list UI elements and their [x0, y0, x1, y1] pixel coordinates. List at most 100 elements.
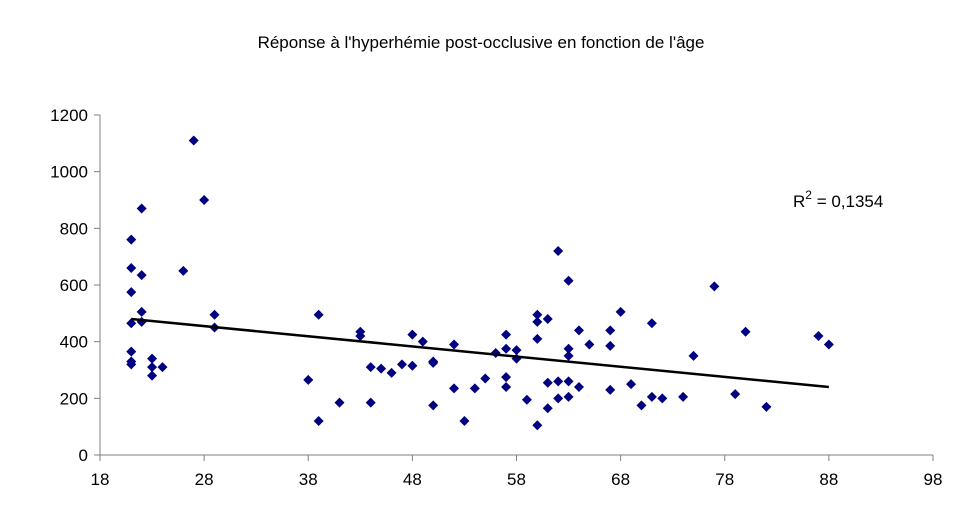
point	[480, 373, 491, 384]
point	[136, 306, 147, 317]
point	[147, 370, 158, 381]
point	[428, 357, 439, 368]
point	[542, 314, 553, 324]
point	[365, 397, 376, 408]
y-tick-label: 200	[60, 389, 88, 408]
point	[157, 362, 168, 373]
point	[626, 379, 637, 390]
point	[428, 400, 439, 411]
x-tick-label: 58	[507, 470, 526, 489]
point	[449, 383, 460, 394]
point	[334, 397, 345, 408]
point	[147, 362, 158, 373]
point	[532, 309, 543, 320]
point	[365, 362, 376, 373]
point	[126, 234, 137, 245]
point	[563, 275, 574, 286]
point	[532, 333, 543, 344]
point	[126, 263, 137, 273]
point	[813, 331, 824, 341]
point	[188, 135, 199, 146]
point	[126, 346, 137, 357]
y-tick-label: 1200	[50, 106, 88, 125]
point	[605, 384, 616, 395]
point	[563, 343, 574, 354]
y-tick-label: 600	[60, 276, 88, 295]
r-squared: R2 = 0,1354	[793, 188, 883, 211]
point	[407, 329, 418, 340]
point	[469, 383, 480, 394]
point	[449, 339, 460, 350]
point	[532, 420, 543, 431]
r-value: = 0,1354	[812, 192, 883, 211]
point	[740, 326, 751, 337]
point	[376, 363, 387, 374]
point	[553, 376, 564, 387]
x-tick-label: 28	[195, 470, 214, 489]
point	[563, 376, 574, 387]
point	[573, 382, 584, 392]
point	[573, 325, 584, 336]
r-sup: 2	[805, 188, 812, 202]
point	[199, 195, 210, 205]
point	[501, 372, 512, 383]
point	[126, 287, 137, 298]
point	[136, 270, 147, 281]
point	[396, 359, 407, 370]
point	[303, 374, 314, 385]
point	[553, 246, 564, 256]
point	[532, 316, 543, 327]
point	[605, 325, 616, 336]
point	[542, 403, 553, 414]
chart-title: Réponse à l'hyperhémie post-occlusive en…	[258, 33, 705, 52]
trendline	[131, 317, 829, 389]
point	[511, 345, 522, 356]
point	[178, 265, 189, 276]
point	[542, 377, 553, 388]
point	[313, 309, 324, 320]
point	[417, 336, 428, 347]
x-tick-label: 48	[403, 470, 422, 489]
point	[563, 350, 574, 361]
point	[605, 340, 616, 351]
x-tick-label: 68	[611, 470, 630, 489]
point	[657, 393, 668, 404]
point	[823, 339, 834, 350]
point	[355, 331, 366, 341]
point	[521, 394, 532, 405]
y-tick-label: 0	[79, 446, 88, 465]
point	[563, 391, 574, 402]
point	[709, 281, 720, 292]
point	[678, 391, 689, 402]
point	[126, 318, 137, 329]
x-tick-label: 38	[299, 470, 318, 489]
point	[313, 416, 324, 426]
point	[147, 353, 158, 364]
x-tick-label: 18	[91, 470, 110, 489]
point	[136, 203, 147, 214]
point	[501, 382, 512, 392]
point	[501, 329, 512, 340]
y-tick-label: 400	[60, 333, 88, 352]
point	[501, 343, 512, 354]
point	[209, 309, 220, 320]
point	[646, 318, 657, 329]
point	[730, 389, 741, 400]
x-tick-label: 78	[715, 470, 734, 489]
y-tick-label: 800	[60, 219, 88, 238]
point	[553, 393, 564, 404]
point	[126, 356, 137, 367]
point	[688, 350, 699, 361]
point	[386, 367, 397, 378]
x-tick-label: 88	[819, 470, 838, 489]
point	[584, 339, 595, 350]
y-tick-label: 1000	[50, 163, 88, 182]
r-base: R	[793, 192, 805, 211]
point	[761, 401, 772, 412]
point	[459, 416, 470, 426]
x-tick-label: 98	[924, 470, 943, 489]
point	[636, 400, 647, 411]
point	[646, 391, 657, 402]
